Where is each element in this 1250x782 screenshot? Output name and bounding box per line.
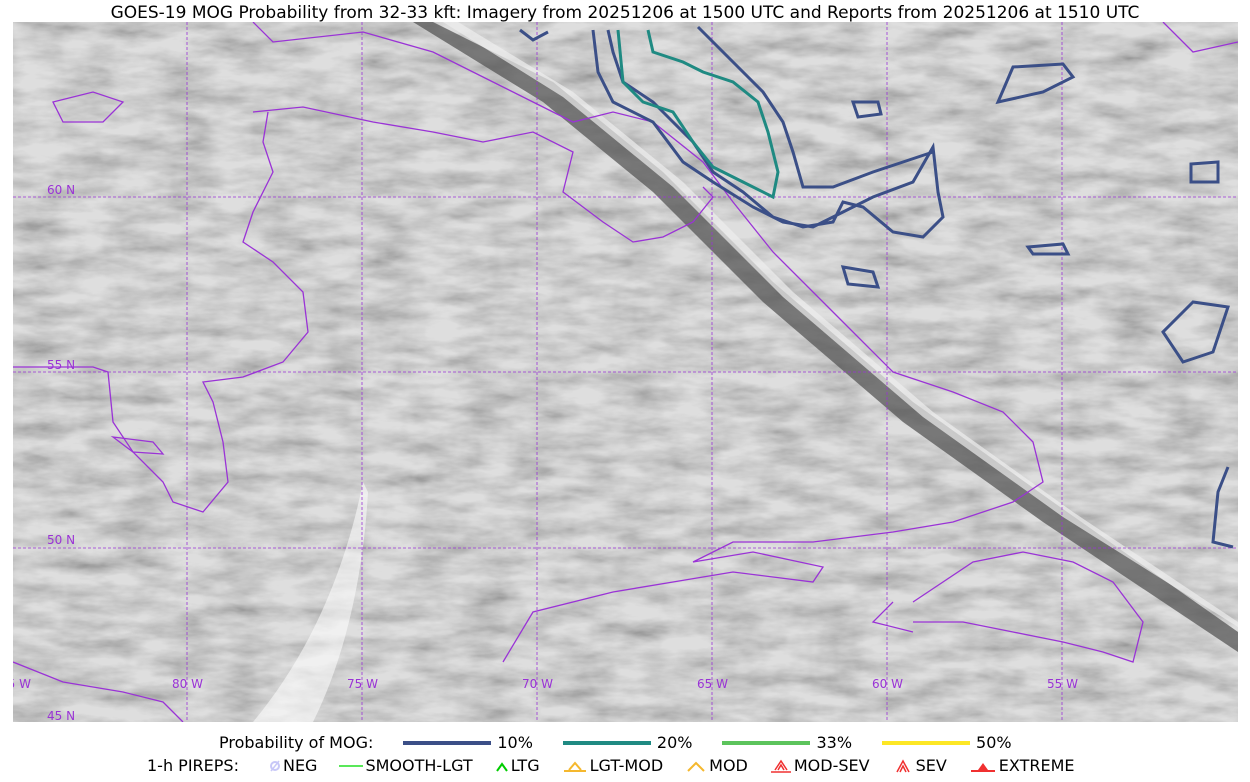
swatch-33: [722, 740, 811, 745]
legend-10: 10%: [497, 733, 533, 752]
pirep-mod-sev: MOD-SEV: [793, 756, 870, 775]
double-caret-bar-icon: [770, 759, 791, 773]
satellite-imagery: [13, 22, 1238, 722]
dash-icon: [339, 764, 364, 767]
lon-label-85w: 85 W: [13, 677, 31, 691]
lon-label-55w: 55 W: [1047, 677, 1078, 691]
pirep-smooth-lgt: SMOOTH-LGT: [365, 756, 473, 775]
lon-label-65w: 65 W: [697, 677, 728, 691]
legend-20: 20%: [656, 733, 693, 752]
pirep-ltg: LTG: [510, 756, 540, 775]
caret-icon: [495, 761, 508, 772]
pirep-extreme: EXTREME: [998, 756, 1075, 775]
swatch-20: [562, 740, 651, 745]
swatch-10: [403, 740, 492, 745]
pireps-legend: 1-h PIREPS: NEG SMOOTH-LGT LTG LGT-MOD M…: [147, 756, 1074, 775]
legend-33: 33%: [816, 733, 853, 752]
lat-label-60n: 60 N: [47, 183, 76, 197]
lat-label-50n: 50 N: [47, 533, 76, 547]
pirep-sev: SEV: [915, 756, 947, 775]
double-caret-icon: [687, 761, 705, 772]
lat-label-55n: 55 N: [47, 358, 76, 372]
coastlines: [13, 22, 1238, 722]
probability-legend: Probability of MOG: 10% 20% 33% 50%: [219, 733, 1012, 752]
probability-legend-label: Probability of MOG:: [219, 733, 374, 752]
pireps-legend-label: 1-h PIREPS:: [147, 756, 239, 775]
chart-title: GOES-19 MOG Probability from 32-33 kft: …: [110, 3, 1140, 23]
legend-50: 50%: [976, 733, 1012, 752]
neg-circle-icon: [269, 760, 280, 771]
lon-label-75w: 75 W: [347, 677, 378, 691]
pirep-mod: MOD: [709, 756, 748, 775]
pirep-lgt-mod: LGT-MOD: [589, 756, 664, 775]
double-caret-icon: [895, 758, 910, 772]
lon-label-70w: 70 W: [522, 677, 553, 691]
lat-label-45n: 45 N: [47, 709, 76, 722]
caret-bar-icon: [563, 760, 586, 772]
pirep-neg: NEG: [282, 756, 318, 775]
lon-label-80w: 80 W: [172, 677, 203, 691]
graticule: [13, 22, 1238, 722]
mog-contours: [519, 25, 1234, 549]
lon-label-60w: 60 W: [872, 677, 903, 691]
satellite-map: 60 N 55 N 50 N 45 N 85 W 80 W 75 W 70 W …: [13, 22, 1238, 722]
swatch-50: [882, 740, 971, 745]
filled-triangle-icon: [970, 762, 995, 772]
